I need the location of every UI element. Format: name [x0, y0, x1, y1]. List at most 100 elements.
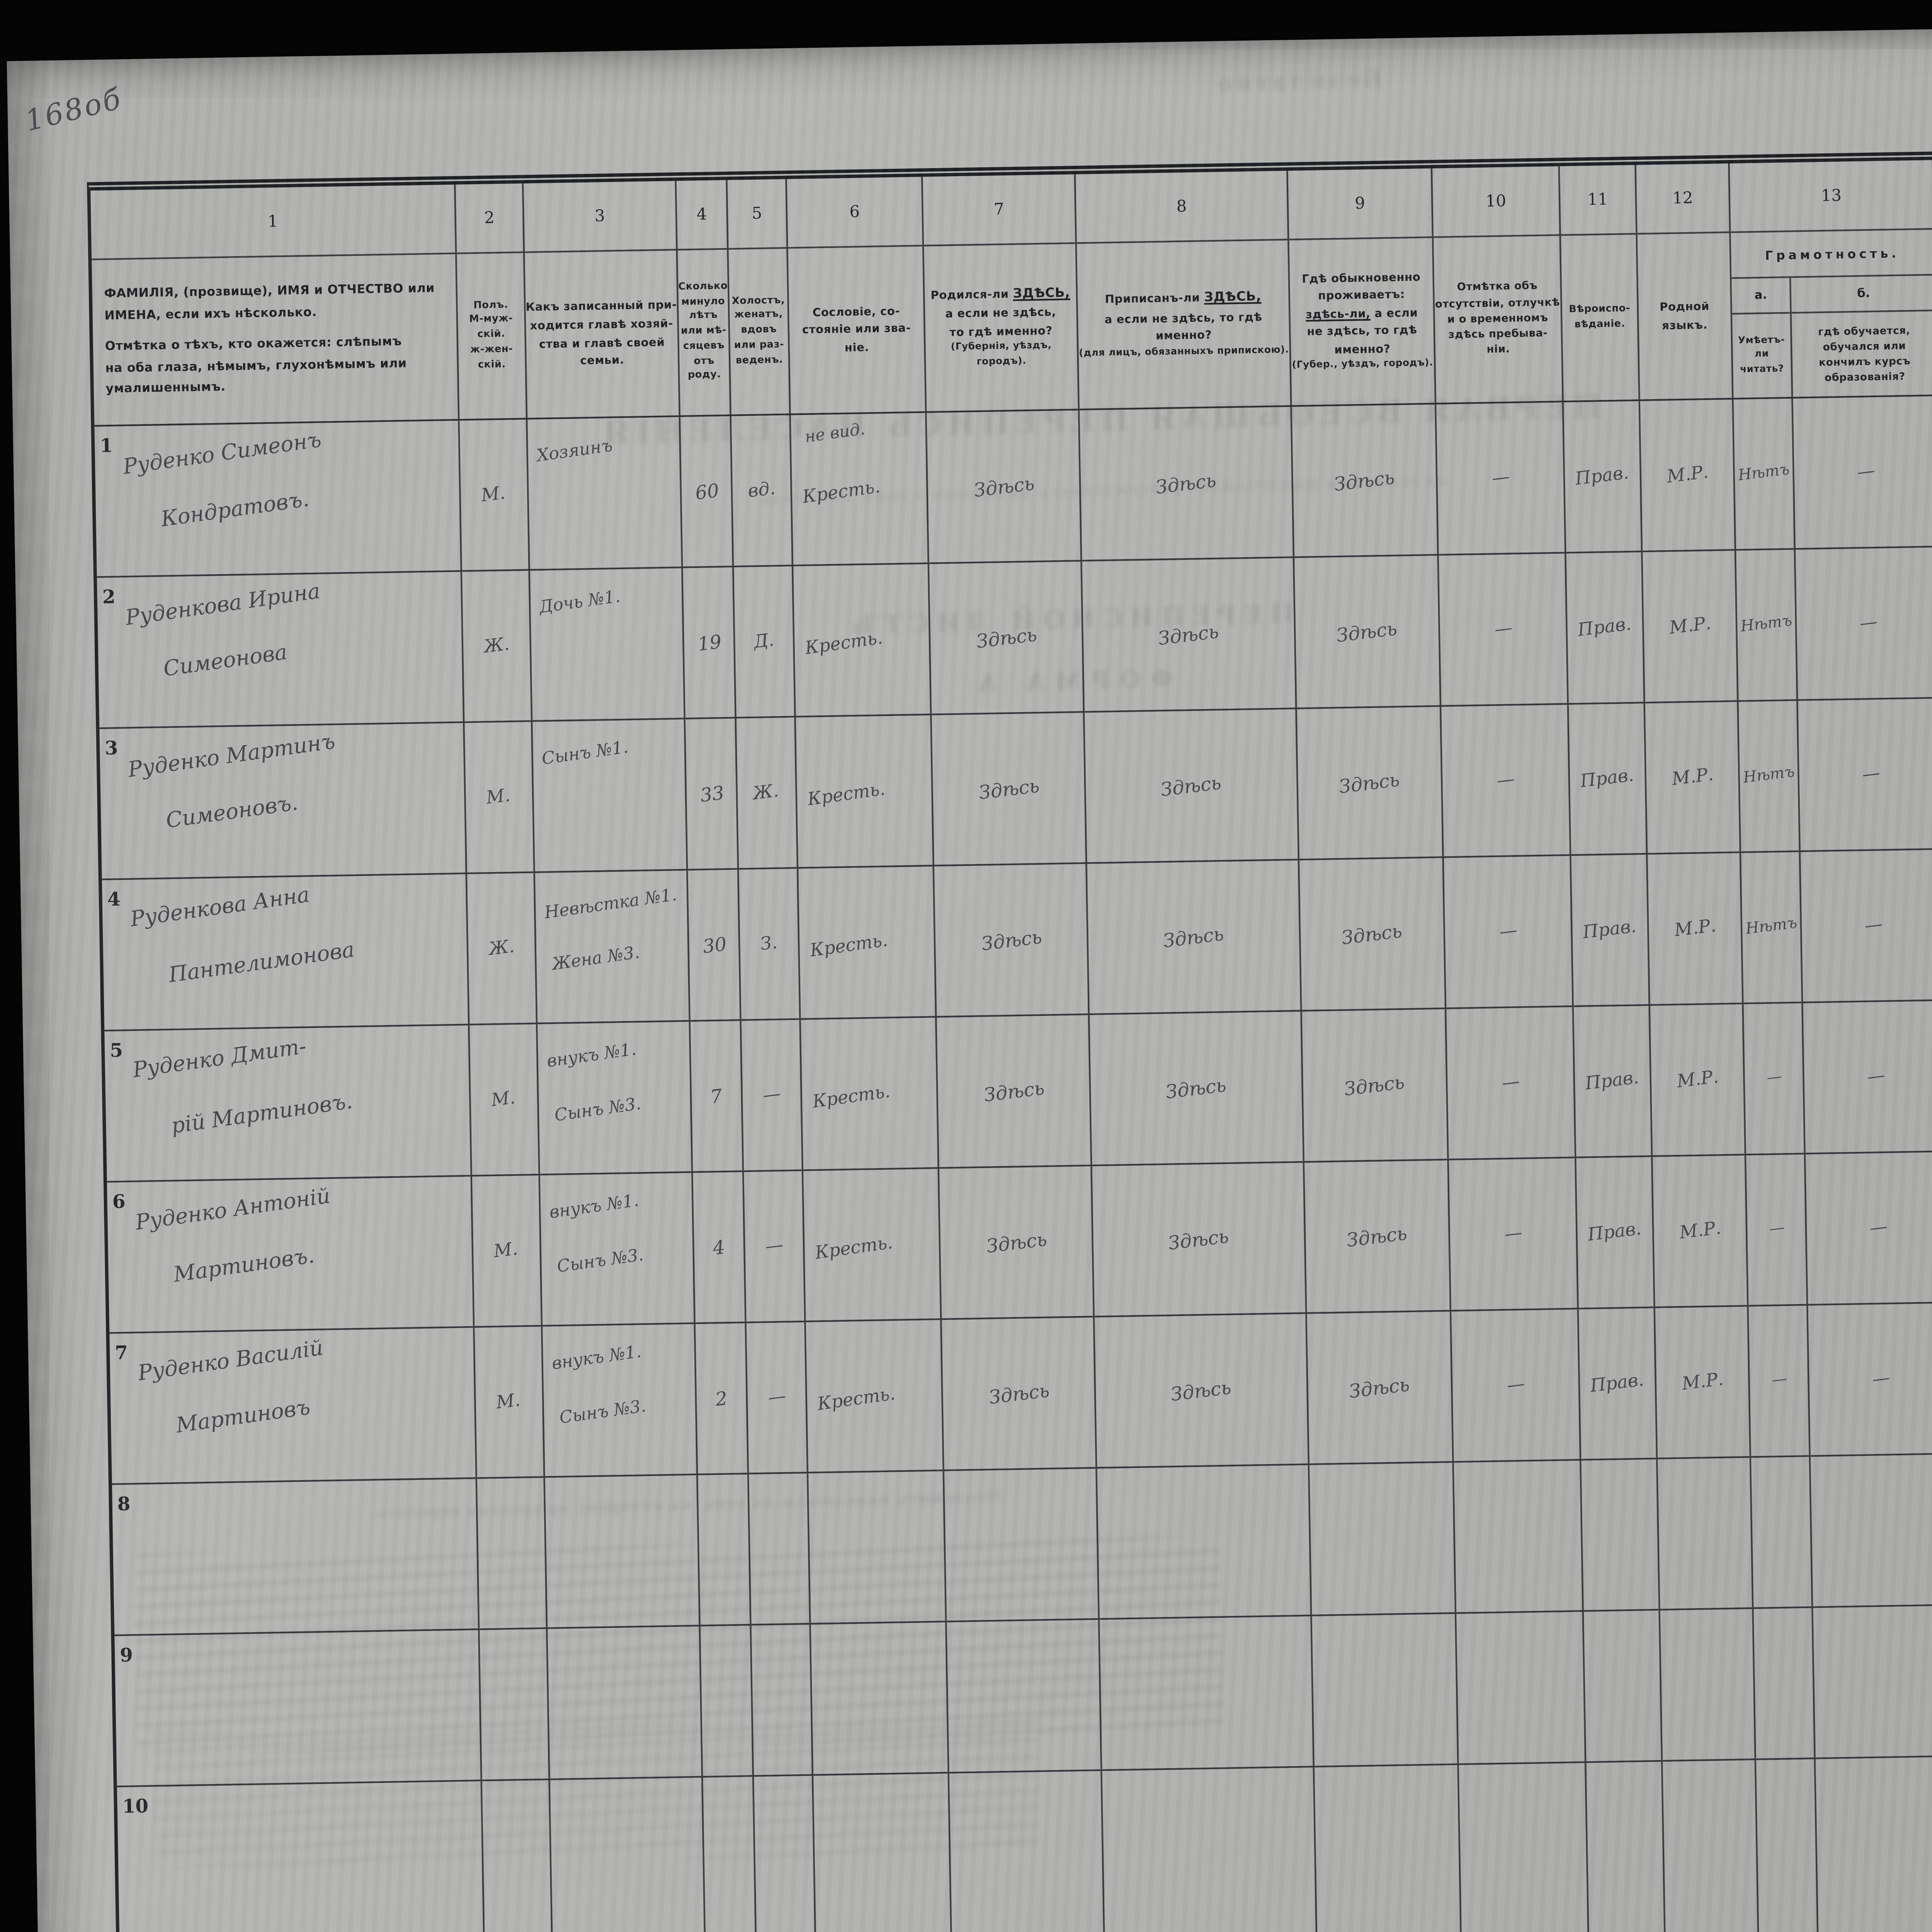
cell-registration: Здѣсь — [1090, 1012, 1304, 1165]
handwritten-name-line2: Симеонова — [162, 639, 289, 681]
cell-name: 9 — [114, 1630, 482, 1786]
handwritten-name-line2: Мартиновъ. — [172, 1242, 316, 1287]
header-col-age: Сколько минуло лѣтъ или мѣ- сяцевъ отъ р… — [678, 250, 731, 415]
col-number-12: 12 — [1636, 163, 1731, 233]
cell-literacy-education: — — [1808, 1303, 1932, 1455]
header-col-relationship: Какъ записанный при- ходится главѣ хозяй… — [525, 250, 680, 418]
cell-literacy-education — [1813, 1605, 1932, 1757]
cell-language — [1663, 1760, 1761, 1932]
cell-absence: — — [1449, 1158, 1579, 1310]
cell-age: 4 — [693, 1172, 746, 1322]
cell-registration: Здѣсь — [1082, 558, 1297, 711]
cell-age — [698, 1475, 751, 1625]
cell-residence: Здѣсь — [1302, 1009, 1449, 1161]
cell-literacy-read: Нѣтъ — [1736, 550, 1798, 700]
cell-sex: Ж. — [467, 873, 537, 1024]
col-number-1: 1 — [90, 185, 457, 259]
row-number: 5 — [110, 1040, 123, 1062]
cell-birthplace — [944, 1469, 1100, 1621]
handwritten-name-line1: Руденко Василій — [136, 1334, 325, 1385]
cell-relationship — [545, 1475, 701, 1627]
handwritten-estate: Кресть. — [801, 477, 881, 508]
cell-language: М.Р. — [1650, 1004, 1746, 1155]
row-number: 8 — [117, 1493, 131, 1515]
literacy-a-text: Умѣетъ- ли читать? — [1732, 314, 1793, 398]
cell-residence: Здѣсь — [1304, 1160, 1451, 1312]
cell-absence — [1454, 1461, 1584, 1612]
cell-marital — [752, 1624, 813, 1775]
cell-registration: Здѣсь — [1080, 407, 1294, 560]
cell-sex: Ж. — [462, 571, 532, 721]
cell-residence: Здѣсь — [1294, 556, 1441, 707]
cell-name: 8 — [112, 1479, 480, 1634]
cell-absence: — — [1451, 1310, 1581, 1461]
cell-registration: Здѣсь — [1087, 861, 1302, 1014]
col-number-7: 7 — [923, 174, 1077, 245]
cell-name: 10 — [117, 1781, 487, 1932]
handwritten-estate: Кресть. — [809, 930, 889, 961]
handwritten-relationship-line1: внукъ №1. — [551, 1344, 643, 1374]
cell-language — [1658, 1458, 1753, 1609]
cell-estate — [808, 1471, 947, 1623]
cell-faith: Прав. — [1574, 1006, 1653, 1156]
cell-name: 7 Руденко Василій Мартиновъ — [109, 1328, 477, 1483]
cell-language: М.Р. — [1655, 1307, 1751, 1458]
cell-absence: — — [1444, 856, 1574, 1007]
cell-registration — [1102, 1767, 1319, 1932]
row-number: 6 — [112, 1191, 126, 1213]
table-body: 1 Руденко Симеонъ Кондратовъ. М. Хозяинъ… — [94, 386, 1932, 1932]
cell-marital: вд. — [731, 415, 793, 565]
census-sheet: Безплатно ПЕРВАЯ ВСЕОБЩАЯ ПЕРЕПИСЬ НАСЕЛ… — [7, 18, 1932, 1932]
cell-residence: Здѣсь — [1292, 405, 1439, 556]
cell-age: 7 — [690, 1021, 744, 1171]
row-number: 9 — [120, 1645, 133, 1667]
cell-age: 19 — [683, 567, 736, 718]
header-col-faith: Вѣроиспо- вѣданіе. — [1561, 235, 1640, 401]
handwritten-name-line2: Мартиновъ — [174, 1394, 311, 1438]
cell-literacy-education: — — [1798, 699, 1932, 850]
cell-registration: Здѣсь — [1092, 1163, 1307, 1316]
handwritten-relationship-line1: Сынъ №1. — [541, 739, 629, 769]
col-number-6: 6 — [787, 177, 924, 247]
cell-absence: — — [1441, 705, 1571, 856]
handwritten-relationship-line1: Дочь №1. — [538, 588, 622, 618]
cell-relationship — [550, 1777, 708, 1932]
cell-marital: Д. — [734, 566, 796, 717]
cell-absence: — — [1446, 1007, 1576, 1158]
cell-sex: М. — [469, 1024, 540, 1175]
cell-estate: Кресть. — [796, 715, 934, 867]
header-col-residence: Гдѣ обыкновенно проживаетъ: здѣсь-ли, а е… — [1289, 238, 1436, 405]
cell-estate — [811, 1622, 949, 1774]
cell-name: 2 Руденкова Ирина Симеонова — [97, 572, 465, 728]
cell-marital: — — [742, 1020, 803, 1170]
cell-marital: — — [747, 1322, 808, 1473]
header-col-absence: Отмѣтка объ отсутствіи, отлучкѣ и о врем… — [1434, 236, 1564, 403]
cell-marital: З. — [739, 869, 801, 1019]
cell-literacy-education: — — [1806, 1152, 1932, 1304]
cell-age: 2 — [696, 1323, 749, 1474]
cell-birthplace — [947, 1620, 1102, 1772]
cell-marital — [754, 1776, 818, 1932]
cell-language: М.Р. — [1653, 1155, 1748, 1306]
cell-age — [703, 1777, 759, 1932]
cell-estate: Кресть. — [803, 1169, 942, 1321]
row-number: 7 — [115, 1342, 128, 1364]
cell-literacy-education: — — [1793, 396, 1932, 548]
header-col-name: ФАМИЛІЯ, (прозвище), ИМЯ и ОТЧЕСТВО или … — [92, 254, 459, 425]
cell-absence: — — [1439, 554, 1569, 705]
cell-faith: Прав. — [1569, 704, 1648, 854]
literacy-b-text: гдѣ обучается, обучался или кончилъ курс… — [1792, 311, 1932, 397]
cell-sex: М. — [464, 722, 535, 872]
cell-faith — [1584, 1611, 1663, 1761]
cell-sex: М. — [460, 420, 530, 570]
handwritten-estate: Кресть. — [806, 779, 886, 810]
handwritten-relationship-line1: Хозяинъ — [536, 437, 614, 466]
cell-literacy-education: — — [1801, 850, 1932, 1002]
cell-language — [1660, 1609, 1756, 1760]
page-number-verso: 168об — [22, 83, 126, 139]
cell-literacy-read: — — [1749, 1306, 1811, 1456]
cell-sex: М. — [474, 1327, 545, 1477]
cell-absence: — — [1436, 402, 1566, 554]
row-number: 3 — [105, 737, 118, 760]
cell-literacy-read: — — [1744, 1003, 1806, 1153]
